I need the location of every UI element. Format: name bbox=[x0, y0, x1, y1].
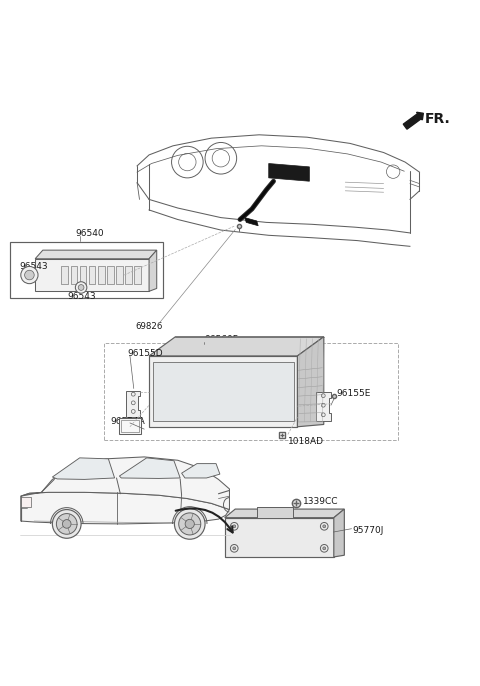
Bar bbox=[134, 266, 141, 283]
Circle shape bbox=[174, 508, 205, 539]
Polygon shape bbox=[316, 392, 331, 421]
Circle shape bbox=[185, 519, 194, 528]
Bar bbox=[89, 266, 96, 283]
Bar bbox=[125, 266, 132, 283]
Polygon shape bbox=[120, 458, 180, 478]
Bar bbox=[257, 507, 293, 518]
Bar bbox=[104, 343, 398, 440]
Text: 1339CC: 1339CC bbox=[303, 497, 339, 506]
Text: FR.: FR. bbox=[424, 113, 450, 126]
Text: 1018AD: 1018AD bbox=[288, 436, 324, 446]
Circle shape bbox=[233, 547, 236, 549]
Polygon shape bbox=[334, 509, 344, 557]
Polygon shape bbox=[35, 250, 157, 259]
Text: 96560F: 96560F bbox=[204, 335, 238, 344]
Circle shape bbox=[52, 510, 81, 539]
Circle shape bbox=[323, 547, 325, 549]
Bar bbox=[121, 420, 139, 432]
Text: 96540: 96540 bbox=[75, 229, 104, 238]
Polygon shape bbox=[181, 464, 220, 478]
Polygon shape bbox=[52, 458, 115, 480]
Bar bbox=[153, 362, 294, 421]
Text: 96155E: 96155E bbox=[336, 389, 371, 398]
Polygon shape bbox=[225, 518, 334, 557]
Circle shape bbox=[323, 525, 325, 528]
Circle shape bbox=[75, 282, 87, 293]
Circle shape bbox=[57, 514, 77, 534]
Circle shape bbox=[24, 270, 34, 280]
Polygon shape bbox=[149, 337, 324, 356]
Polygon shape bbox=[149, 356, 298, 427]
Circle shape bbox=[21, 266, 38, 283]
Polygon shape bbox=[149, 250, 157, 292]
FancyArrow shape bbox=[403, 113, 423, 129]
Polygon shape bbox=[269, 163, 310, 181]
Polygon shape bbox=[225, 509, 344, 518]
Text: 96543: 96543 bbox=[68, 292, 96, 300]
Text: 95770J: 95770J bbox=[352, 526, 384, 535]
Bar bbox=[98, 266, 105, 283]
Bar bbox=[80, 266, 86, 283]
Bar bbox=[119, 418, 141, 434]
Polygon shape bbox=[126, 391, 141, 417]
Bar bbox=[116, 266, 123, 283]
Polygon shape bbox=[21, 457, 229, 510]
Bar bbox=[10, 242, 163, 298]
Text: 96554A: 96554A bbox=[111, 416, 145, 425]
Circle shape bbox=[179, 513, 201, 535]
Text: 96155D: 96155D bbox=[128, 349, 163, 358]
Bar bbox=[21, 497, 31, 507]
Circle shape bbox=[62, 519, 71, 528]
Polygon shape bbox=[21, 493, 229, 524]
Polygon shape bbox=[35, 259, 149, 292]
Polygon shape bbox=[245, 217, 258, 226]
Text: 69826: 69826 bbox=[136, 322, 163, 331]
Bar bbox=[61, 266, 68, 283]
Polygon shape bbox=[298, 337, 324, 427]
Text: 96543: 96543 bbox=[20, 262, 48, 271]
Bar bbox=[71, 266, 77, 283]
Bar bbox=[107, 266, 114, 283]
Circle shape bbox=[233, 525, 236, 528]
Circle shape bbox=[78, 285, 84, 290]
